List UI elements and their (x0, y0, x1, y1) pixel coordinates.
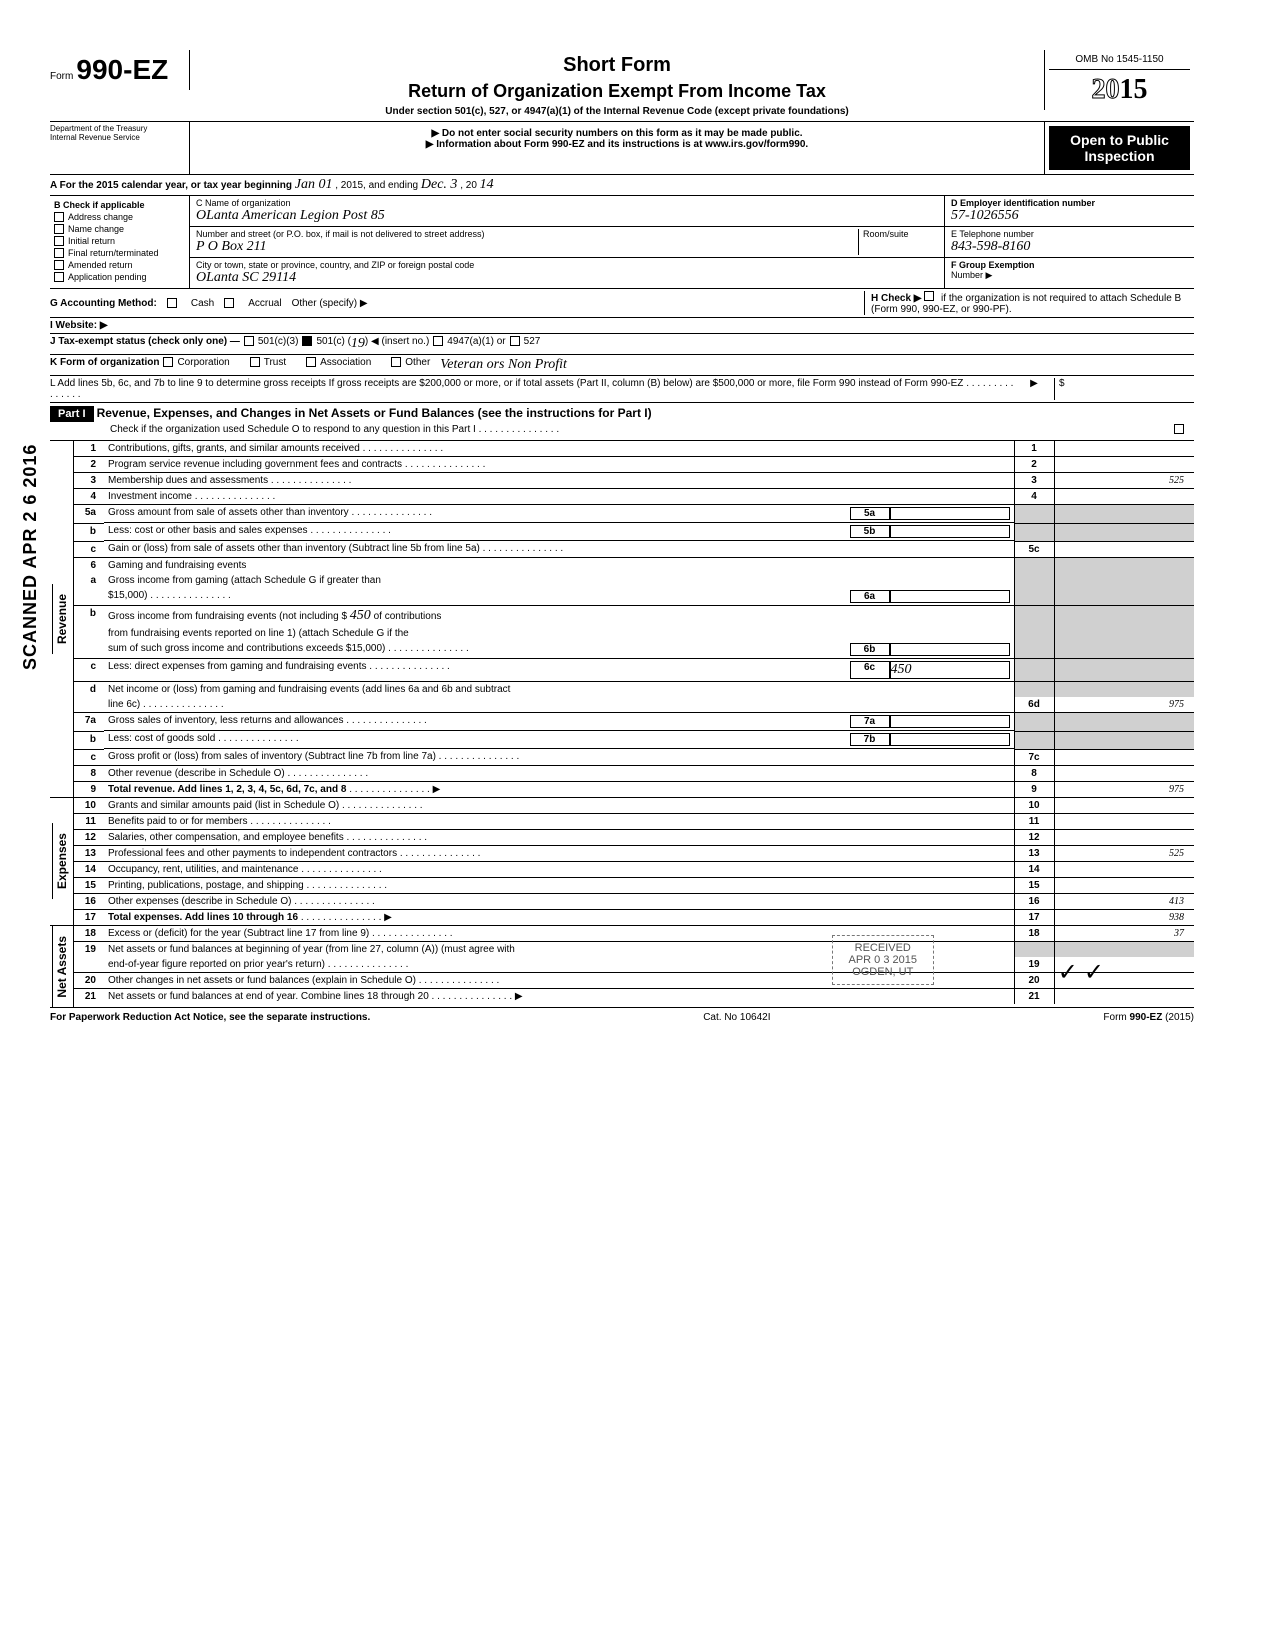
line-g-h: G Accounting Method: Cash Accrual Other … (50, 289, 1194, 318)
val-13[interactable]: 525 (1054, 845, 1194, 861)
check-cash[interactable] (167, 298, 177, 308)
form-header: Form 990-EZ Short Form Return of Organiz… (50, 50, 1194, 122)
phone-value[interactable]: 843-598-8160 (951, 239, 1188, 255)
check-accrual[interactable] (224, 298, 234, 308)
return-title: Return of Organization Exempt From Incom… (198, 81, 1036, 102)
ssn-notice: ▶ Do not enter social security numbers o… (196, 128, 1038, 139)
form-prefix: Form (50, 71, 73, 82)
val-6c[interactable]: 450 (890, 661, 1010, 679)
end-month[interactable]: Dec. 3 (421, 177, 458, 192)
net-assets-section: Net Assets 18Excess or (deficit) for the… (50, 926, 1194, 1009)
form-ref: Form 990-EZ (2015) (1103, 1012, 1194, 1023)
header-right: OMB No 1545-1150 2015 (1044, 50, 1194, 110)
val-7b[interactable] (890, 733, 1010, 746)
val-10[interactable] (1054, 798, 1194, 814)
check-other-org[interactable] (391, 357, 401, 367)
val-18[interactable]: 37 (1054, 926, 1194, 942)
org-name[interactable]: OLanta American Legion Post 85 (196, 208, 938, 224)
org-city[interactable]: OLanta SC 29114 (196, 270, 938, 286)
received-stamp: RECEIVED APR 0 3 2015 OGDEN, UT (832, 935, 935, 985)
omb-number: OMB No 1545-1150 (1049, 54, 1190, 70)
end-year[interactable]: 14 (480, 177, 494, 192)
check-4947[interactable] (433, 336, 443, 346)
line-l: L Add lines 5b, 6c, and 7b to line 9 to … (50, 376, 1194, 403)
val-8[interactable] (1054, 765, 1194, 781)
net-assets-table: 18Excess or (deficit) for the year (Subt… (74, 926, 1194, 1004)
val-4[interactable] (1054, 489, 1194, 505)
val-6d[interactable]: 975 (1054, 697, 1194, 713)
expenses-table: 10Grants and similar amounts paid (list … (74, 798, 1194, 925)
other-org-value[interactable]: Veteran ors Non Profit (440, 357, 567, 373)
check-corp[interactable] (163, 357, 173, 367)
val-5c[interactable] (1054, 541, 1194, 557)
val-12[interactable] (1054, 829, 1194, 845)
check-initial-return[interactable]: Initial return (54, 236, 185, 246)
val-17[interactable]: 938 (1054, 909, 1194, 925)
part-1-header: Part I Revenue, Expenses, and Changes in… (50, 403, 1194, 441)
entity-block: B Check if applicable Address change Nam… (50, 196, 1194, 289)
cat-no: Cat. No 10642I (703, 1012, 770, 1023)
scanned-stamp: SCANNED APR 2 6 2016 (20, 444, 41, 670)
val-3[interactable]: 525 (1054, 473, 1194, 489)
revenue-section: Revenue 1Contributions, gifts, grants, a… (50, 441, 1194, 798)
val-2[interactable] (1054, 457, 1194, 473)
check-501c[interactable] (302, 336, 312, 346)
check-schedule-o[interactable] (1174, 424, 1184, 434)
section-d-e-f: D Employer identification number 57-1026… (944, 196, 1194, 288)
line-a: A For the 2015 calendar year, or tax yea… (50, 175, 1194, 196)
val-11[interactable] (1054, 813, 1194, 829)
dept-treasury: Department of the Treasury (50, 124, 183, 133)
under-section: Under section 501(c), 527, or 4947(a)(1)… (198, 106, 1036, 117)
val-21[interactable] (1054, 988, 1194, 1004)
revenue-table: 1Contributions, gifts, grants, and simil… (74, 441, 1194, 797)
info-notice: ▶ Information about Form 990-EZ and its … (196, 139, 1038, 150)
form-number: 990-EZ (76, 54, 168, 85)
section-c: C Name of organization OLanta American L… (190, 196, 944, 288)
header-center: Short Form Return of Organization Exempt… (190, 50, 1044, 121)
check-501c3[interactable] (244, 336, 254, 346)
dept-row: Department of the Treasury Internal Reve… (50, 122, 1194, 175)
check-trust[interactable] (250, 357, 260, 367)
dept-left: Department of the Treasury Internal Reve… (50, 122, 190, 174)
check-assoc[interactable] (306, 357, 316, 367)
header-left: Form 990-EZ (50, 50, 190, 90)
dept-right: Open to Public Inspection (1044, 122, 1194, 174)
check-amended[interactable]: Amended return (54, 260, 185, 270)
org-address[interactable]: P O Box 211 (196, 239, 858, 255)
val-6b[interactable] (890, 643, 1010, 656)
tax-year: 2015 (1049, 74, 1190, 106)
check-final-return[interactable]: Final return/terminated (54, 248, 185, 258)
check-address-change[interactable]: Address change (54, 212, 185, 222)
line-j: J Tax-exempt status (check only one) — 5… (50, 334, 1194, 355)
val-7a[interactable] (890, 715, 1010, 728)
ein-value[interactable]: 57-1026556 (951, 208, 1188, 224)
val-9[interactable]: 975 (1054, 781, 1194, 797)
begin-date[interactable]: Jan 01 (295, 177, 333, 192)
line-k: K Form of organization Corporation Trust… (50, 355, 1194, 376)
val-5a[interactable] (890, 507, 1010, 520)
val-6a[interactable] (890, 590, 1010, 603)
dept-center: ▶ Do not enter social security numbers o… (190, 122, 1044, 174)
form-footer: For Paperwork Reduction Act Notice, see … (50, 1008, 1194, 1027)
val-15[interactable] (1054, 877, 1194, 893)
val-1[interactable] (1054, 441, 1194, 457)
val-16[interactable]: 413 (1054, 893, 1194, 909)
signature-mark: ✓ ✓ (1058, 958, 1104, 987)
check-527[interactable] (510, 336, 520, 346)
check-name-change[interactable]: Name change (54, 224, 185, 234)
open-public: Open to Public Inspection (1049, 126, 1190, 170)
form-container: SCANNED APR 2 6 2016 Form 990-EZ Short F… (50, 50, 1194, 1027)
val-7c[interactable] (1054, 749, 1194, 765)
val-5b[interactable] (890, 525, 1010, 538)
short-form-label: Short Form (198, 54, 1036, 77)
line-i: I Website: ▶ (50, 318, 1194, 334)
section-b: B Check if applicable Address change Nam… (50, 196, 190, 288)
check-h[interactable] (924, 291, 934, 301)
expenses-section: Expenses 10Grants and similar amounts pa… (50, 798, 1194, 926)
check-pending[interactable]: Application pending (54, 272, 185, 282)
dept-irs: Internal Revenue Service (50, 133, 183, 142)
val-14[interactable] (1054, 861, 1194, 877)
paperwork-notice: For Paperwork Reduction Act Notice, see … (50, 1012, 370, 1023)
